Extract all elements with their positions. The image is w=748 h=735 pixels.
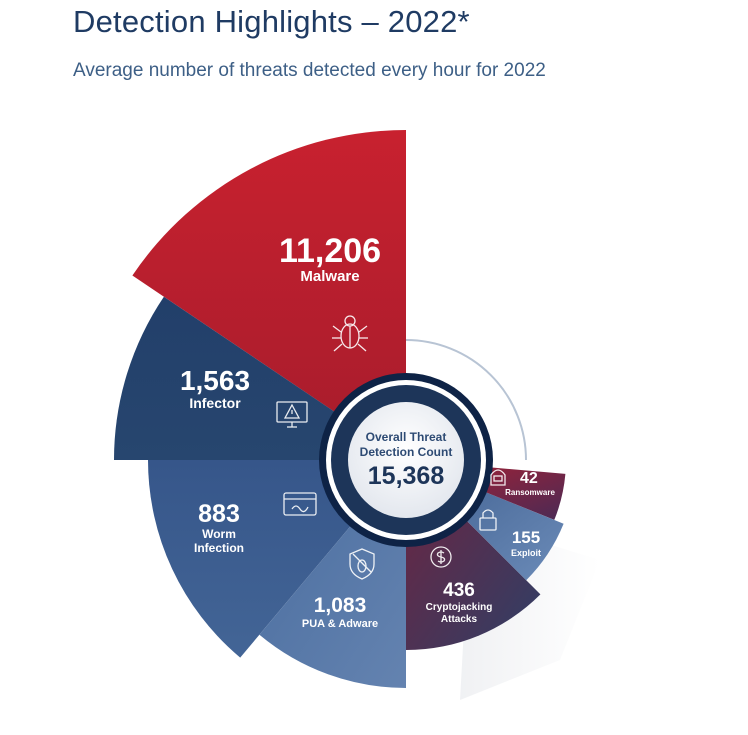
category-label-exploit: Exploit <box>511 548 541 558</box>
icons-group <box>276 315 506 580</box>
value-label-malware: 11,206 <box>279 232 381 270</box>
category-label-worm-infection-1: Worm <box>202 527 236 541</box>
slice-malware <box>132 130 406 460</box>
monitor-warning-icon <box>276 401 308 428</box>
shield-bug-icon <box>349 548 375 580</box>
value-label-pua-adware: 1,083 <box>314 594 367 617</box>
guide-arc <box>405 339 527 461</box>
category-label-cryptojacking-attacks-1: Cryptojacking <box>426 602 493 613</box>
value-label-exploit: 155 <box>512 528 540 547</box>
page-title: Detection Highlights – 2022* <box>73 4 470 39</box>
category-label-infector: Infector <box>189 395 241 411</box>
category-label-malware: Malware <box>300 268 359 285</box>
page-subtitle: Average number of threats detected every… <box>73 60 546 81</box>
center-label-line1: Overall Threat <box>366 430 447 444</box>
center-label-line2: Detection Count <box>360 445 453 459</box>
center-disc <box>348 402 464 518</box>
category-label-worm-infection-2: Infection <box>194 541 244 555</box>
category-label-pua-adware: PUA & Adware <box>302 618 378 630</box>
browser-worm-icon <box>283 492 317 516</box>
category-label-cryptojacking-attacks-2: Attacks <box>441 614 478 625</box>
bug-icon <box>332 315 368 352</box>
value-label-ransomware: 42 <box>520 470 538 487</box>
value-label-infector: 1,563 <box>180 365 250 396</box>
hacker-icon <box>490 469 506 486</box>
dollar-coin-icon <box>430 546 452 568</box>
value-label-worm-infection: 883 <box>198 500 240 528</box>
center-total: 15,368 <box>368 462 445 490</box>
lock-icon <box>479 509 497 531</box>
value-label-cryptojacking-attacks: 436 <box>443 580 475 601</box>
category-label-ransomware: Ransomware <box>505 488 555 497</box>
